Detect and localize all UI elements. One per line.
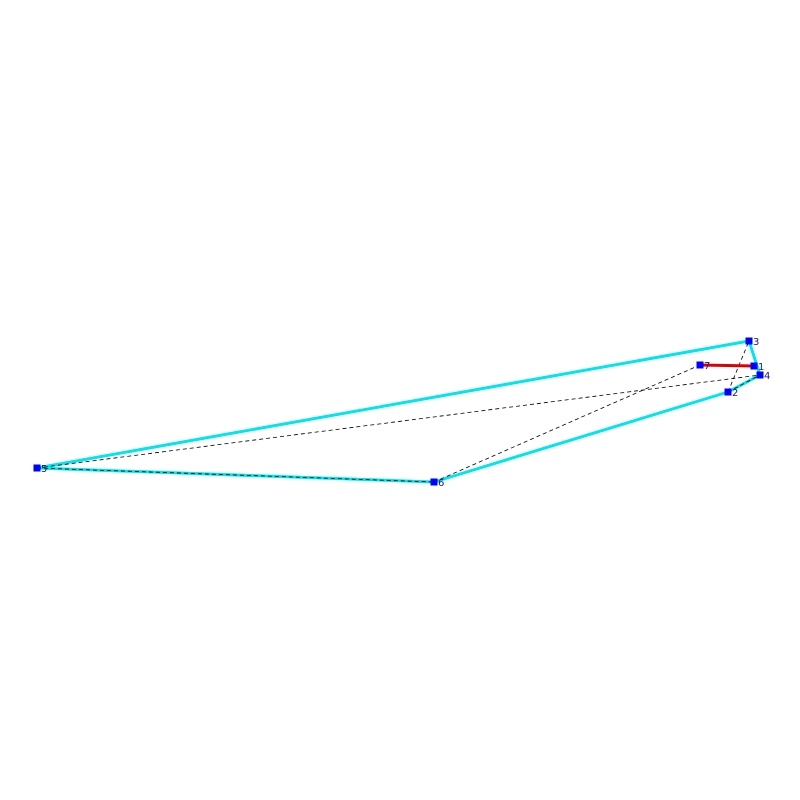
node-marker xyxy=(696,361,704,369)
node-marker xyxy=(745,337,753,345)
node-3: 3 xyxy=(745,337,759,348)
dashed-edge-5-6 xyxy=(36,467,435,483)
dashed-edges xyxy=(36,340,761,483)
node-marker xyxy=(756,371,764,379)
node-label: 7 xyxy=(704,361,710,372)
node-marker xyxy=(750,362,758,370)
node-2: 2 xyxy=(724,388,738,399)
node-5: 5 xyxy=(33,464,47,475)
dashed-edge-5-4 xyxy=(36,374,761,469)
dashed-edge-6-7 xyxy=(433,364,701,483)
node-marker xyxy=(430,478,438,486)
node-7: 7 xyxy=(696,361,710,372)
path-edges xyxy=(699,363,755,368)
hull-edge-6-2 xyxy=(433,390,729,484)
node-label: 1 xyxy=(758,362,764,373)
dashed-edge-2-4 xyxy=(727,374,761,393)
node-label: 6 xyxy=(438,478,444,489)
node-label: 4 xyxy=(764,371,770,382)
path-edge-7-1 xyxy=(699,363,755,368)
node-label: 2 xyxy=(732,388,738,399)
hull-edge-4-3 xyxy=(747,340,762,376)
node-1: 1 xyxy=(750,362,764,373)
hull-edges xyxy=(36,339,762,484)
node-marker xyxy=(33,464,41,472)
node-6: 6 xyxy=(430,478,444,489)
node-label: 3 xyxy=(753,337,759,348)
node-4: 4 xyxy=(756,371,770,382)
node-marker xyxy=(724,388,732,396)
hull-edge-3-5 xyxy=(36,339,750,470)
nodes: 1 2 3 4 5 6 7 xyxy=(33,337,770,489)
dashed-edge-2-3 xyxy=(727,340,750,393)
node-label: 5 xyxy=(41,464,47,475)
